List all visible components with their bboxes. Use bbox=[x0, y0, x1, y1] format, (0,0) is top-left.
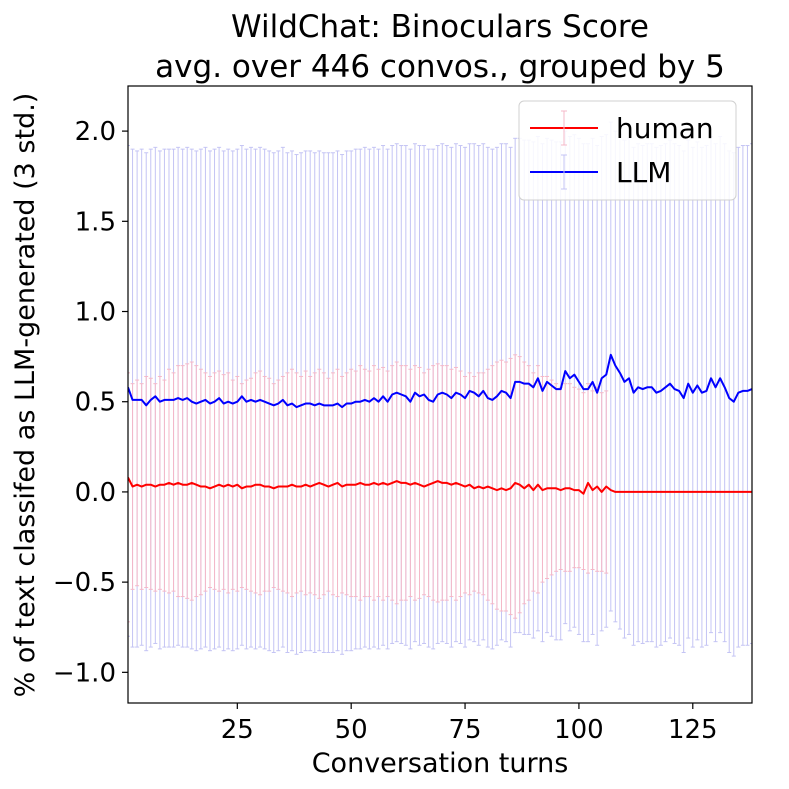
x-axis-label: Conversation turns bbox=[312, 748, 569, 779]
series-line-human bbox=[128, 477, 752, 495]
y-tick-label: 0.5 bbox=[75, 388, 116, 418]
y-tick-label: 2.0 bbox=[75, 117, 116, 147]
y-tick-label: 0.0 bbox=[75, 478, 116, 508]
y-tick-label: −1.0 bbox=[53, 658, 116, 688]
plot-frame bbox=[127, 85, 753, 704]
errorbars-llm bbox=[128, 121, 752, 657]
legend-box bbox=[518, 100, 737, 201]
legend-label: LLM bbox=[616, 156, 671, 189]
y-tick-label: −0.5 bbox=[53, 568, 116, 598]
y-axis-label: % of text classifed as LLM-generated (3 … bbox=[10, 93, 41, 698]
y-tick-label: 1.0 bbox=[75, 298, 116, 328]
legend-entry-llm: LLM bbox=[530, 154, 671, 190]
errorbar-layer bbox=[128, 121, 752, 657]
y-axis: −1.0 −0.5 0.0 0.5 1.0 1.5 2.0 bbox=[53, 117, 128, 688]
x-tick-label: 50 bbox=[335, 715, 368, 745]
x-tick-label: 75 bbox=[449, 715, 482, 745]
chart-title-line-2: avg. over 446 convos., grouped by 5 bbox=[155, 49, 725, 85]
legend-label: human bbox=[616, 112, 714, 145]
legend: human LLM bbox=[518, 100, 737, 201]
x-tick-label: 25 bbox=[221, 715, 254, 745]
series-line-llm bbox=[128, 353, 752, 409]
legend-entry-human: human bbox=[530, 110, 714, 146]
chart-title-line-1: WildChat: Binoculars Score bbox=[231, 9, 649, 45]
x-tick-label: 100 bbox=[554, 715, 604, 745]
x-tick-label: 125 bbox=[668, 715, 718, 745]
y-tick-label: 1.5 bbox=[75, 207, 116, 237]
x-axis: 25 50 75 100 125 bbox=[221, 703, 718, 745]
series-layer bbox=[128, 353, 752, 495]
